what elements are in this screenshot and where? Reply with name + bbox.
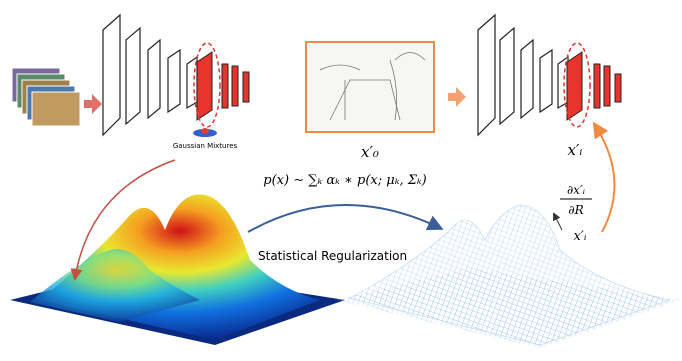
left-network bbox=[103, 15, 249, 137]
arrow bbox=[448, 87, 466, 107]
image-stack bbox=[12, 68, 80, 126]
arrow bbox=[84, 94, 102, 114]
arrow bbox=[248, 205, 440, 232]
arrow bbox=[554, 214, 562, 230]
right-network bbox=[478, 15, 621, 135]
right-surface bbox=[335, 205, 680, 348]
gradient-denominator: ∂R bbox=[568, 203, 583, 217]
point-label: x′ᵢ bbox=[574, 229, 587, 244]
arrow bbox=[595, 125, 614, 232]
sketch-image bbox=[306, 42, 434, 132]
arrow-label: Statistical Regularization bbox=[258, 249, 407, 263]
formula: p(x) ∼ ∑ₖ αₖ ∗ p(x; μₖ, Σₖ) bbox=[263, 173, 426, 188]
left-surface bbox=[10, 194, 345, 345]
output-label: x′ᵢ bbox=[568, 141, 583, 159]
gradient-numerator: ∂x′ᵢ bbox=[567, 183, 586, 197]
diagram: Gaussian Mixtures x′₀ x′ᵢ p(x) ∼ ∑ₖ αₖ ∗… bbox=[0, 0, 682, 361]
sketch-label: x′₀ bbox=[361, 143, 379, 161]
caption: Gaussian Mixtures bbox=[173, 142, 238, 150]
